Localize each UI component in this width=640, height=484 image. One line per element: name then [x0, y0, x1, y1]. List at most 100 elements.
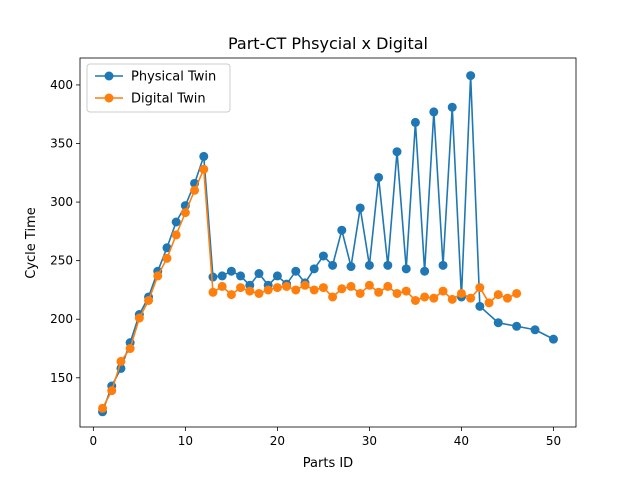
data-point-digital-twin [217, 281, 227, 291]
y-tick-label: 150 [50, 371, 73, 385]
data-point-digital-twin [318, 283, 328, 293]
data-point-digital-twin [438, 286, 448, 296]
data-point-digital-twin [502, 293, 512, 303]
data-point-digital-twin [300, 280, 310, 290]
data-point-physical-twin [374, 172, 384, 182]
data-point-digital-twin [420, 292, 430, 302]
data-point-physical-twin [318, 251, 328, 261]
data-point-digital-twin [466, 293, 476, 303]
data-point-digital-twin [199, 164, 209, 174]
y-tick-label: 250 [50, 254, 73, 268]
data-point-digital-twin [272, 283, 282, 293]
data-point-digital-twin [226, 290, 236, 300]
data-point-digital-twin [337, 284, 347, 294]
x-tick-label: 50 [546, 434, 561, 448]
data-point-digital-twin [236, 283, 246, 293]
data-point-digital-twin [512, 288, 522, 298]
data-point-physical-twin [447, 102, 457, 112]
data-point-physical-twin [291, 266, 301, 276]
x-tick-label: 0 [90, 434, 98, 448]
data-point-digital-twin [263, 285, 273, 295]
data-point-physical-twin [410, 117, 420, 127]
data-point-digital-twin [107, 386, 117, 396]
data-point-digital-twin [346, 281, 356, 291]
plot-area: 0 10 20 30 40 50 150 200 250 300 350 400 [50, 57, 577, 448]
data-point-digital-twin [144, 295, 154, 305]
data-point-physical-twin [236, 271, 246, 281]
plot-frame [79, 57, 577, 428]
legend-marker-digital-twin [104, 93, 114, 103]
y-tick-label: 200 [50, 312, 73, 326]
x-tick-label: 10 [178, 434, 193, 448]
data-point-physical-twin [217, 271, 227, 281]
data-point-physical-twin [355, 203, 365, 213]
data-point-physical-twin [530, 325, 540, 335]
data-point-digital-twin [374, 287, 384, 297]
series-line-digital-twin [101, 168, 518, 409]
y-axis-label: Cycle Time [24, 207, 39, 278]
data-point-digital-twin [153, 271, 163, 281]
data-point-physical-twin [466, 71, 476, 81]
data-point-digital-twin [493, 290, 503, 300]
data-point-physical-twin [226, 266, 236, 276]
y-tick-label: 400 [50, 78, 73, 92]
data-point-digital-twin [98, 403, 108, 413]
x-tick-label: 40 [454, 434, 469, 448]
data-point-digital-twin [282, 281, 292, 291]
chart-title: Part-CT Phsycial x Digital [228, 34, 428, 53]
data-point-digital-twin [116, 356, 126, 366]
x-axis-label: Parts ID [303, 456, 353, 471]
data-point-physical-twin [346, 262, 356, 272]
legend: Physical Twin Digital Twin [86, 63, 231, 113]
data-point-digital-twin [364, 280, 374, 290]
series-line-physical-twin [101, 74, 554, 413]
data-point-physical-twin [383, 260, 393, 270]
data-point-digital-twin [180, 208, 190, 218]
legend-label-digital-twin: Digital Twin [131, 92, 206, 107]
data-point-digital-twin [401, 286, 411, 296]
legend-marker-physical-twin [104, 71, 114, 81]
data-point-digital-twin [475, 283, 485, 293]
data-point-physical-twin [171, 217, 181, 227]
x-tick-label: 30 [362, 434, 377, 448]
data-point-digital-twin [383, 281, 393, 291]
data-point-physical-twin [475, 301, 485, 311]
data-point-digital-twin [162, 253, 172, 263]
data-point-physical-twin [208, 272, 218, 282]
data-point-digital-twin [392, 288, 402, 298]
data-point-physical-twin [493, 318, 503, 328]
data-point-digital-twin [410, 295, 420, 305]
data-point-digital-twin [245, 286, 255, 296]
x-tick-label: 20 [270, 434, 285, 448]
data-point-physical-twin [337, 225, 347, 235]
data-point-digital-twin [484, 298, 494, 308]
data-point-physical-twin [272, 271, 282, 281]
data-point-digital-twin [125, 344, 135, 354]
data-point-digital-twin [456, 288, 466, 298]
data-point-digital-twin [309, 285, 319, 295]
y-tick-label: 350 [50, 137, 73, 151]
legend-label-physical-twin: Physical Twin [131, 70, 216, 85]
data-point-digital-twin [429, 293, 439, 303]
data-point-digital-twin [328, 292, 338, 302]
data-point-digital-twin [134, 313, 144, 323]
data-point-physical-twin [548, 334, 558, 344]
data-point-digital-twin [291, 285, 301, 295]
data-point-physical-twin [401, 264, 411, 274]
data-point-physical-twin [328, 260, 338, 270]
data-point-digital-twin [355, 288, 365, 298]
data-point-physical-twin [162, 243, 172, 253]
data-point-physical-twin [364, 260, 374, 270]
data-point-physical-twin [438, 260, 448, 270]
data-point-digital-twin [447, 294, 457, 304]
data-point-physical-twin [392, 147, 402, 157]
data-point-physical-twin [512, 321, 522, 331]
data-point-physical-twin [199, 151, 209, 161]
data-point-digital-twin [254, 288, 264, 298]
data-point-digital-twin [190, 185, 200, 195]
data-point-physical-twin [420, 266, 430, 276]
y-tick-label: 300 [50, 195, 73, 209]
data-point-physical-twin [254, 269, 264, 279]
